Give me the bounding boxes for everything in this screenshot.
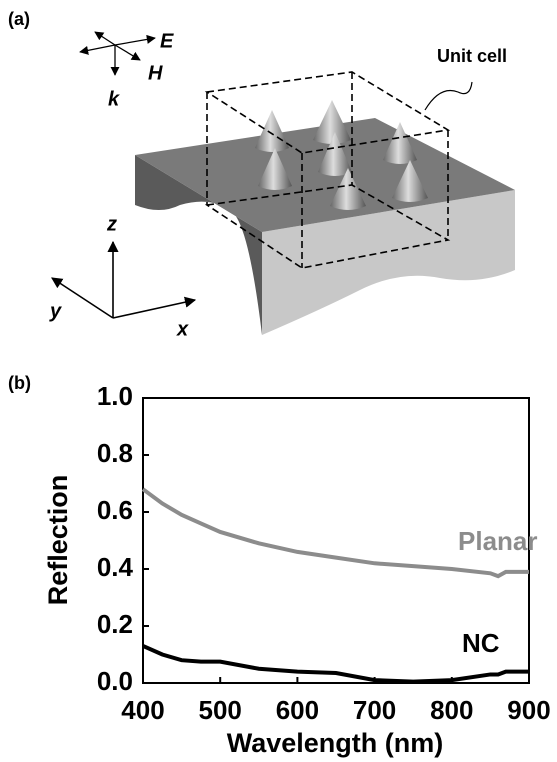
x-axis-title: Wavelength (nm) [227,728,444,758]
pointer [424,81,473,111]
plot-frame [142,397,530,684]
substrate [135,118,515,335]
x-tick-label: 800 [430,695,473,725]
series-label: Planar [458,526,538,556]
series-line [142,644,529,684]
panel-label: (a) [8,9,30,29]
y-label: y [49,300,62,322]
x-tick-label: 600 [276,695,319,725]
y-tick-label: 0.2 [97,609,133,639]
x-tick-label: 900 [507,695,550,725]
x-label: x [176,318,189,340]
coordinate-axes [51,240,197,319]
y-tick-label: 0.8 [97,438,133,468]
x-tick-label: 400 [121,695,164,725]
y-tick-label: 0.4 [97,552,134,582]
h-label: H [148,62,163,84]
z-label: z [106,213,117,235]
field-arrows [79,31,156,76]
x-tick-label: 500 [199,695,242,725]
cones [255,100,428,210]
panel-label: (b) [8,373,31,393]
y-tick-label: 0.0 [97,666,133,696]
unit-cell-label: Unit cell [437,46,507,66]
y-tick-label: 0.6 [97,495,133,525]
k-label: k [108,88,120,110]
unit-cell [204,71,451,269]
y-axis-title: Reflection [43,475,73,606]
y-tick-label: 1.0 [97,381,133,411]
x-tick-label: 700 [353,695,396,725]
series-line [141,487,529,579]
e-label: E [160,30,174,52]
series-label: NC [462,628,500,658]
